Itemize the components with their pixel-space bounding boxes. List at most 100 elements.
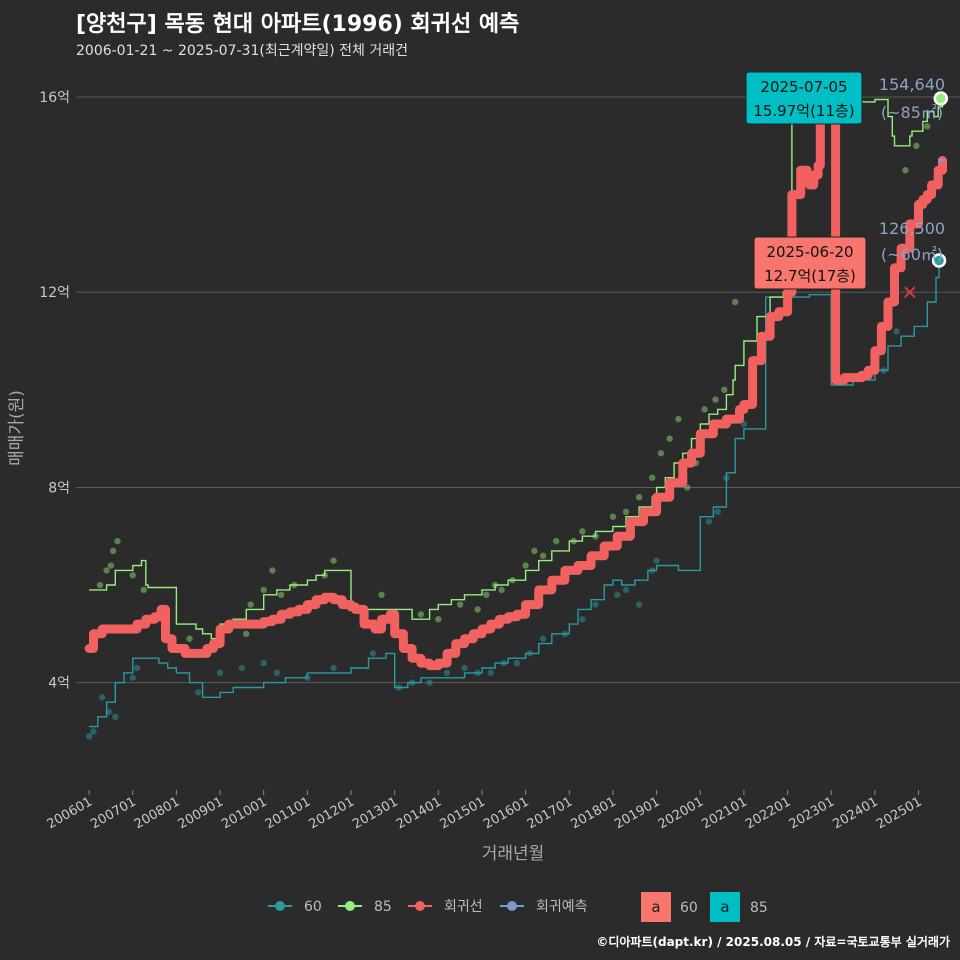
x-tick-labels: 2006012007012008012009012010012011012012… — [45, 790, 925, 832]
scatter-point-85 — [721, 386, 728, 394]
scatter-point-85 — [417, 611, 425, 618]
annotation-85: 2025-07-05 15.97억(11층) — [745, 71, 949, 125]
scatter-point-85 — [474, 606, 481, 613]
scatter-point-85 — [902, 167, 909, 174]
scatter-point-60 — [273, 669, 281, 677]
x-tick-label: 201001 — [219, 794, 269, 832]
cross-marker — [904, 286, 916, 298]
scatter-point-60 — [260, 659, 267, 667]
annotation-price: 12.7억(17층) — [764, 267, 856, 285]
scatter-point-60 — [216, 669, 224, 677]
scatter-point-85 — [243, 630, 250, 638]
annotation-box-85 — [745, 71, 863, 125]
scatter-point-60 — [330, 664, 337, 672]
x-tick-label: 201601 — [481, 794, 531, 832]
x-tick-label: 200601 — [45, 794, 95, 832]
scatter-point-85 — [712, 396, 719, 403]
scatter-point-85 — [531, 547, 538, 555]
scatter-point-85 — [609, 513, 617, 520]
regression-line — [84, 77, 947, 671]
data-layer — [84, 77, 947, 740]
scatter-point-60 — [369, 650, 377, 657]
scatter-point-85 — [269, 567, 276, 574]
legend-label-forecast: 회귀예측 — [536, 899, 588, 915]
legend-fill-symbol-85: a — [720, 898, 729, 916]
x-tick-label: 202201 — [743, 794, 793, 832]
x-tick-label: 200701 — [88, 794, 138, 832]
scatter-point-60 — [487, 669, 494, 677]
grid-layer — [76, 96, 960, 684]
side-label-85: 154,640 (~85㎡) — [879, 75, 945, 122]
scatter-point-85 — [539, 552, 547, 559]
scatter-point-85 — [913, 142, 920, 150]
scatter-point-60 — [513, 659, 521, 667]
side-label-60: 126,500 (~60㎡) — [879, 219, 945, 264]
annotation-price: 15.97억(11층) — [753, 102, 854, 120]
scatter-point-60 — [129, 674, 136, 681]
x-tick-label: 202101 — [699, 794, 749, 832]
x-tick-label: 202501 — [874, 794, 924, 832]
scatter-point-60 — [653, 557, 660, 564]
latest-point-60 — [931, 253, 947, 268]
scatter-point-85 — [635, 494, 643, 501]
scatter-point-60 — [98, 694, 106, 701]
x-tick-label: 201801 — [568, 794, 618, 832]
legend-fill-85: a 85 — [710, 892, 768, 922]
scatter-point-60 — [705, 518, 713, 525]
scatter-point-85 — [483, 591, 490, 598]
x-tick-label: 200901 — [176, 794, 226, 832]
scatter-point-85 — [657, 450, 665, 457]
scatter-point-85 — [107, 562, 115, 569]
footer-credit: ©디아파트(dapt.kr) / 2025.08.05 / 자료=국토교통부 실… — [596, 935, 950, 949]
legend-item-forecast: 회귀예측 — [500, 899, 588, 915]
annotation-layer: 2025-07-05 15.97억(11층) 2025-06-20 12.7억(17층… — [745, 71, 949, 298]
x-tick-label: 201901 — [612, 794, 662, 832]
side-label-value: 154,640 — [879, 75, 945, 94]
scatter-point-60 — [592, 601, 599, 608]
scatter-point-85 — [435, 616, 442, 623]
scatter-point-85 — [924, 123, 931, 130]
series-line-60 — [89, 260, 940, 728]
scatter-point-85 — [330, 557, 337, 564]
scatter-point-60 — [90, 728, 97, 735]
x-tick-label: 202401 — [830, 794, 880, 832]
scatter-point-60 — [112, 713, 119, 720]
y-tick-label: 12억 — [39, 285, 70, 301]
scatter-point-85 — [579, 528, 586, 535]
scatter-point-60 — [133, 664, 141, 672]
scatter-point-60 — [461, 664, 468, 672]
scatter-point-85 — [552, 537, 560, 545]
scatter-point-85 — [701, 406, 708, 413]
legend-fill-60: a 60 — [641, 892, 698, 922]
scatter-point-85 — [260, 586, 267, 594]
x-tick-label: 201501 — [437, 794, 487, 832]
chart-title: [양천구] 목동 현대 아파트(1996) 회귀선 예측 — [76, 12, 520, 37]
scatter-point-85 — [522, 562, 529, 569]
side-label-area: (~60㎡) — [881, 245, 943, 264]
scatter-point-60 — [714, 508, 721, 516]
scatter-point-60 — [85, 733, 93, 740]
scatter-point-85 — [96, 581, 104, 589]
scatter-point-85 — [498, 586, 505, 594]
x-axis-label: 거래년월 — [482, 844, 545, 864]
scatter-point-60 — [195, 689, 202, 696]
annotation-box-60 — [753, 236, 867, 290]
y-tick-labels: 4억 8억 12억 16억 — [39, 90, 70, 692]
legend-fill-label-60: 60 — [680, 900, 698, 916]
side-label-area: (~85㎡) — [881, 103, 943, 122]
y-axis-label: 매매가(원) — [7, 390, 27, 466]
chart-subtitle: 2006-01-21 ~ 2025-07-31(최근계약일) 전체 거래건 — [76, 43, 408, 59]
annotation-date: 2025-06-20 — [766, 243, 853, 261]
scatter-point-60 — [443, 669, 451, 677]
scatter-point-85 — [675, 415, 682, 423]
scatter-point-85 — [109, 547, 117, 555]
scatter-point-85 — [186, 635, 193, 642]
legend-label-regression: 회귀선 — [444, 899, 483, 915]
y-tick-label: 8억 — [48, 480, 70, 496]
scatter-point-85 — [114, 537, 121, 545]
legend-fill-symbol-60: a — [651, 898, 660, 916]
legend: 60 85 회귀선 회귀예측 a 60 a 85 — [268, 892, 768, 922]
x-tick-label: 202301 — [787, 794, 837, 832]
annotation-60: 2025-06-20 12.7억(17층) — [753, 236, 947, 290]
